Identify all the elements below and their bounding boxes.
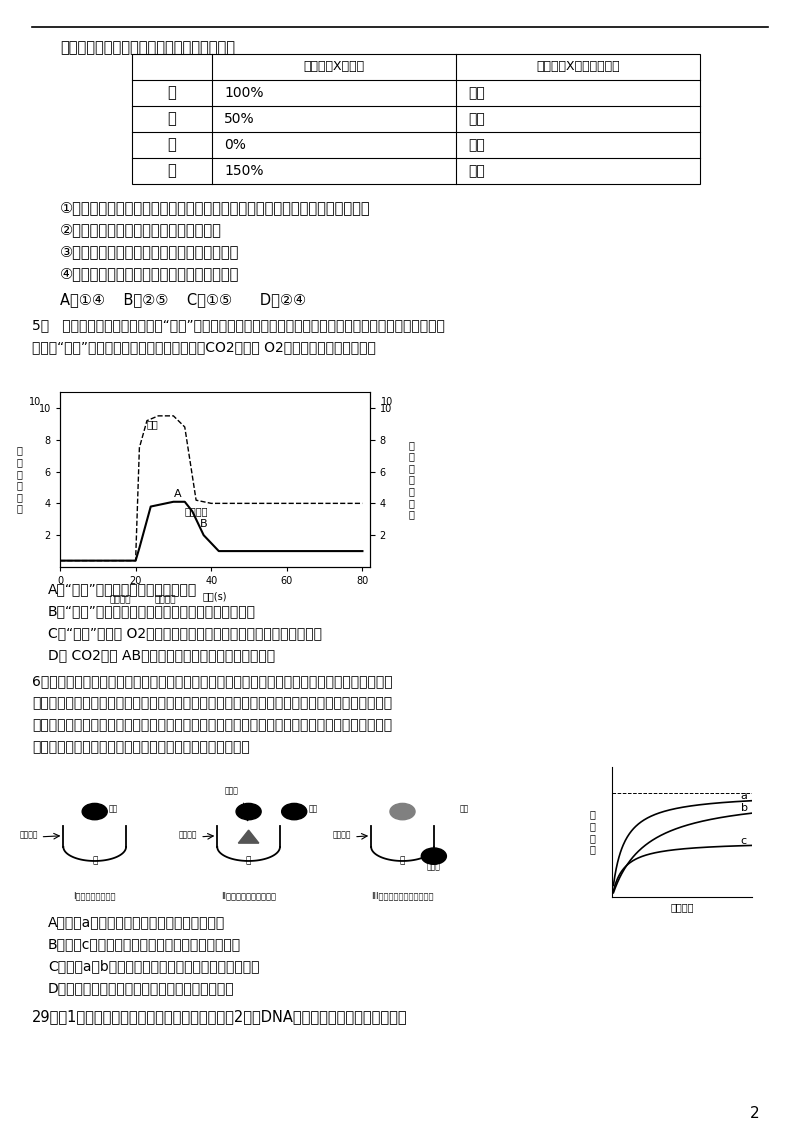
Text: ④蛋白质乙和蛋白质丁的氨基酸序列一定不同: ④蛋白质乙和蛋白质丁的氨基酸序列一定不同 [60, 266, 239, 281]
Text: D． CO2曲线 AB段的变化说明进行暗反应与光照无关: D． CO2曲线 AB段的变化说明进行暗反应与光照无关 [48, 648, 275, 662]
Text: 植物在“光斑”照射前后的光合作用过程中吸收CO2和释放 O2的有关曲线，此曲线说明: 植物在“光斑”照射前后的光合作用过程中吸收CO2和释放 O2的有关曲线，此曲线说… [32, 340, 376, 354]
Text: 29．图1表示细胞生物遗传信息传递的某过程，图2表示DNA结构片段。请回答下列问题：: 29．图1表示细胞生物遗传信息传递的某过程，图2表示DNA结构片段。请回答下列问… [32, 1009, 408, 1024]
Text: ③单一熉基替换现象无法解释蛋白质丙的产生: ③单一熉基替换现象无法解释蛋白质丙的产生 [60, 245, 239, 259]
Circle shape [82, 804, 107, 820]
Text: 6．在生物化学反应中，当底物与酶的活性位点形成互补结构时，可催化底物发生变化。酶抑制剥: 6．在生物化学反应中，当底物与酶的活性位点形成互补结构时，可催化底物发生变化。酶… [32, 674, 393, 688]
Text: I：正常酶的作用图: I：正常酶的作用图 [74, 892, 116, 901]
Text: A．曲线a表示没有酶抑制劉存在时的作用效果: A．曲线a表示没有酶抑制劉存在时的作用效果 [48, 915, 226, 929]
Text: 150%: 150% [224, 164, 263, 178]
Text: 相对于酶X的氨基酸数目: 相对于酶X的氨基酸数目 [536, 60, 620, 74]
Text: c: c [741, 835, 747, 846]
Text: 丙: 丙 [168, 137, 176, 153]
Text: 10: 10 [29, 396, 41, 406]
Text: 氧气: 氧气 [147, 419, 158, 429]
Text: 底物: 底物 [309, 805, 318, 814]
Text: 物结合，从而使酶失去催化活性。下列有关叙述不正确的是: 物结合，从而使酶失去催化活性。下列有关叙述不正确的是 [32, 740, 250, 754]
Text: 5．   阳光穿过森林中的空隙形成“光斑”，它会随太阳的运动和枝叶的摇动而移动。下图表示一株生长旺盛的: 5． 阳光穿过森林中的空隙形成“光斑”，它会随太阳的运动和枝叶的摇动而移动。下图… [32, 318, 445, 332]
Text: b: b [741, 804, 748, 813]
Text: 光斑开始: 光斑开始 [109, 595, 130, 604]
Text: C．曲线a、b酶促反应速率不再增加是酶处于饱和状态: C．曲线a、b酶促反应速率不再增加是酶处于饱和状态 [48, 959, 259, 974]
Y-axis label: 反
应
速
度: 反 应 速 度 [590, 809, 595, 855]
Text: 活性部位: 活性部位 [19, 831, 38, 840]
X-axis label: 底物浓度: 底物浓度 [670, 902, 694, 912]
Text: 底物: 底物 [459, 805, 469, 814]
Text: 甲: 甲 [168, 86, 176, 101]
Text: B．“光斑”照射开始后，光反应和暗反应迅速同步增加: B．“光斑”照射开始后，光反应和暗反应迅速同步增加 [48, 604, 256, 618]
Text: 是与酶结合并降低酶活性的分子，其中竞争性抑制劉与底物竞争酶的活性位点，从而降低酶对底物: 是与酶结合并降低酶活性的分子，其中竞争性抑制劉与底物竞争酶的活性位点，从而降低酶… [32, 696, 392, 710]
Text: 减少: 减少 [468, 138, 485, 152]
Y-axis label: 氧
气
释
放
速
率: 氧 气 释 放 速 率 [16, 446, 22, 514]
Circle shape [282, 804, 306, 820]
Text: 活性部位: 活性部位 [178, 831, 198, 840]
Text: 抑制劉: 抑制劉 [225, 786, 238, 795]
Text: 相对于酶X的活性: 相对于酶X的活性 [303, 60, 365, 74]
Text: II：竞争性抑制劉作用图: II：竞争性抑制劉作用图 [221, 892, 276, 901]
Text: 10: 10 [382, 396, 394, 406]
Text: 0%: 0% [224, 138, 246, 152]
X-axis label: 时间(s): 时间(s) [202, 592, 227, 601]
Text: 底物: 底物 [109, 805, 118, 814]
Text: B．曲线c表示在竞争性抑制劉作用下酶的活性降低: B．曲线c表示在竞争性抑制劉作用下酶的活性降低 [48, 937, 241, 951]
Text: 乙: 乙 [168, 111, 176, 127]
Text: C．“光斑”照射后 O2释放曲线的变化说明暗反应对光反应有限制作用: C．“光斑”照射后 O2释放曲线的变化说明暗反应对光反应有限制作用 [48, 626, 322, 640]
Polygon shape [238, 830, 259, 843]
Text: 100%: 100% [224, 86, 263, 100]
Circle shape [422, 848, 446, 865]
Y-axis label: 氧
化
碗
吸
收
速
率: 氧 化 碗 吸 收 速 率 [409, 439, 414, 520]
Text: A: A [174, 489, 181, 499]
Text: 不变: 不变 [468, 112, 485, 126]
Text: A．①④    B．②⑤    C．①⑤      D．②④: A．①④ B．②⑤ C．①⑤ D．②④ [60, 292, 306, 307]
Text: 不变: 不变 [468, 164, 485, 178]
Bar [132, 54, 700, 185]
Text: 丁: 丁 [168, 163, 176, 179]
Text: 抑制劉: 抑制劉 [427, 863, 441, 872]
Circle shape [390, 804, 415, 820]
Text: 不变: 不变 [468, 86, 485, 100]
Circle shape [236, 804, 261, 820]
Text: 的催化效应；非竞争性抑制劉和酶活性位点以外的其他位点结合，能改变酶的构型，使酶不能与底: 的催化效应；非竞争性抑制劉和酶活性位点以外的其他位点结合，能改变酶的构型，使酶不… [32, 718, 392, 732]
Text: 2: 2 [750, 1106, 760, 1122]
Text: A．“光斑”照射前，光合作用无法进行: A．“光斑”照射前，光合作用无法进行 [48, 582, 198, 597]
Text: a: a [741, 791, 748, 800]
Text: B: B [200, 520, 207, 530]
Text: 丙、丁表示），根据此表不能得出的结论是：: 丙、丁表示），根据此表不能得出的结论是： [60, 40, 235, 55]
Text: 活性部位: 活性部位 [333, 831, 351, 840]
Text: 50%: 50% [224, 112, 254, 126]
Text: ①蛋白质甲的产生是由于一个熉基被另一个熉基替换后，对应的密码子没有改变: ①蛋白质甲的产生是由于一个熉基被另一个熉基替换后，对应的密码子没有改变 [60, 200, 370, 215]
Text: 酶: 酶 [400, 857, 405, 866]
Text: III：非竞争性抑制劉作用图: III：非竞争性抑制劉作用图 [371, 892, 434, 901]
Text: 光斑移开: 光斑移开 [154, 595, 176, 604]
Text: 酶: 酶 [92, 857, 98, 866]
Text: 酶: 酶 [246, 857, 251, 866]
Text: D．竞争性抑制劉与该酶催化的底物化学结构相似: D．竞争性抑制劉与该酶催化的底物化学结构相似 [48, 981, 234, 995]
Text: 二氧化硬: 二氧化硬 [185, 506, 208, 516]
Text: ②蛋白质乙的氨基酸序列一定发生了改变: ②蛋白质乙的氨基酸序列一定发生了改变 [60, 222, 222, 237]
